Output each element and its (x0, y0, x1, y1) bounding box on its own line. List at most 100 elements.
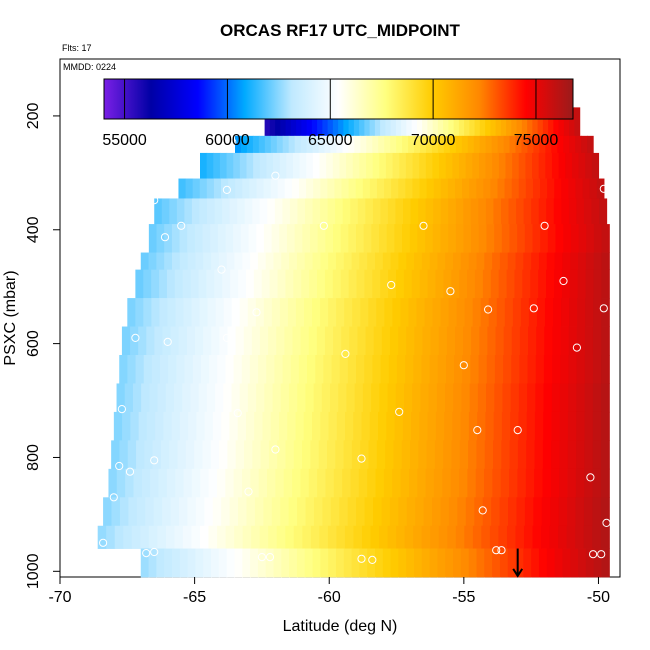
heatmap-cell (389, 497, 399, 527)
heatmap-cell (592, 525, 602, 549)
heatmap-cell (319, 525, 329, 549)
heatmap-cell (148, 525, 158, 549)
heatmap-row (111, 440, 610, 470)
heatmap-cell (406, 252, 415, 271)
heatmap-cell (425, 152, 434, 179)
heatmap-cell (210, 224, 219, 253)
heatmap-cell (306, 152, 314, 179)
heatmap-cell (150, 468, 160, 498)
heatmap-cell (217, 224, 227, 253)
heatmap-cell (593, 269, 602, 299)
heatmap-cell (554, 548, 563, 578)
heatmap-cell (429, 548, 439, 578)
heatmap-cell (372, 152, 380, 179)
heatmap-cell (447, 525, 457, 549)
heatmap-cell (578, 252, 587, 271)
heatmap-cell (343, 440, 353, 470)
heatmap-cell (338, 383, 348, 413)
heatmap-cell (462, 178, 470, 199)
heatmap-cell (460, 252, 470, 271)
heatmap-cell (277, 269, 287, 299)
heatmap-cell (423, 497, 433, 527)
heatmap-cell (204, 411, 214, 441)
heatmap-cell (532, 224, 541, 253)
heatmap-cell (512, 152, 520, 179)
sample-point (529, 304, 538, 313)
heatmap-cell (511, 178, 520, 199)
heatmap-cell (391, 178, 399, 199)
heatmap-cell (523, 252, 532, 271)
heatmap-cell (132, 383, 142, 413)
heatmap-cell (577, 269, 587, 299)
y-tick-label: 1000 (25, 553, 42, 589)
heatmap-cell (312, 298, 321, 327)
heatmap-cell (264, 107, 271, 137)
heatmap-cell (136, 497, 146, 527)
heatmap-cell (433, 178, 442, 199)
heatmap-cell (158, 468, 168, 498)
heatmap-cell (175, 298, 185, 327)
heatmap-cell (558, 152, 566, 179)
sample-point (109, 493, 118, 502)
heatmap-cell (352, 152, 360, 179)
heatmap-cell (263, 224, 273, 253)
heatmap-cell (411, 411, 420, 441)
heatmap-cell (511, 326, 521, 356)
heatmap-cell (219, 440, 228, 470)
heatmap-cell (258, 355, 267, 384)
heatmap-cell (501, 411, 511, 441)
heatmap-cell (455, 135, 463, 154)
heatmap-cell (428, 383, 438, 413)
heatmap-cell (561, 178, 569, 199)
heatmap-cell (601, 383, 610, 413)
heatmap-cell (256, 178, 265, 199)
heatmap-cell (600, 525, 610, 549)
heatmap-cell (437, 107, 444, 137)
heatmap-cell (368, 298, 377, 327)
heatmap-cell (239, 383, 249, 413)
heatmap-cell (406, 497, 416, 527)
heatmap-cell (135, 355, 145, 384)
heatmap-cell (234, 525, 244, 549)
heatmap-cell (516, 497, 526, 527)
heatmap-cell (264, 383, 274, 413)
heatmap-cell (600, 411, 610, 441)
heatmap-cell (402, 135, 409, 154)
heatmap-cell (311, 107, 318, 137)
heatmap-cell (551, 135, 558, 154)
heatmap-cell (500, 107, 507, 137)
heatmap-cell (569, 135, 576, 154)
heatmap-cell (312, 252, 321, 271)
heatmap-cell (576, 198, 585, 225)
heatmap-cell (392, 468, 402, 498)
heatmap-cell (547, 178, 555, 199)
heatmap-cell (531, 198, 540, 225)
heatmap-cell (592, 468, 602, 498)
heatmap-cell (468, 411, 478, 441)
heatmap-cell (324, 326, 334, 356)
heatmap-cell (362, 383, 372, 413)
heatmap-cell (448, 497, 458, 527)
heatmap-cell (486, 355, 496, 384)
heatmap-cell (533, 135, 540, 154)
heatmap-cell (336, 411, 346, 441)
heatmap-cell (174, 383, 183, 413)
heatmap-cell (106, 525, 116, 549)
heatmap-cell (206, 152, 214, 179)
sample-point (387, 280, 396, 290)
heatmap-cell (546, 269, 555, 299)
colorbar-tick-label: 65000 (308, 132, 353, 149)
heatmap-cell (567, 411, 577, 441)
heatmap-cell (432, 107, 439, 137)
y-tick-label: 400 (25, 216, 42, 243)
heatmap-cell (258, 135, 266, 154)
heatmap-cell (403, 269, 413, 299)
heatmap-cell (505, 152, 513, 179)
heatmap-cell (288, 135, 296, 154)
sample-point (217, 265, 226, 274)
heatmap-cell (426, 440, 436, 470)
heatmap-cell (176, 355, 186, 384)
heatmap-cell (443, 107, 449, 137)
heatmap-cell (568, 178, 577, 199)
heatmap-cell (427, 269, 437, 299)
